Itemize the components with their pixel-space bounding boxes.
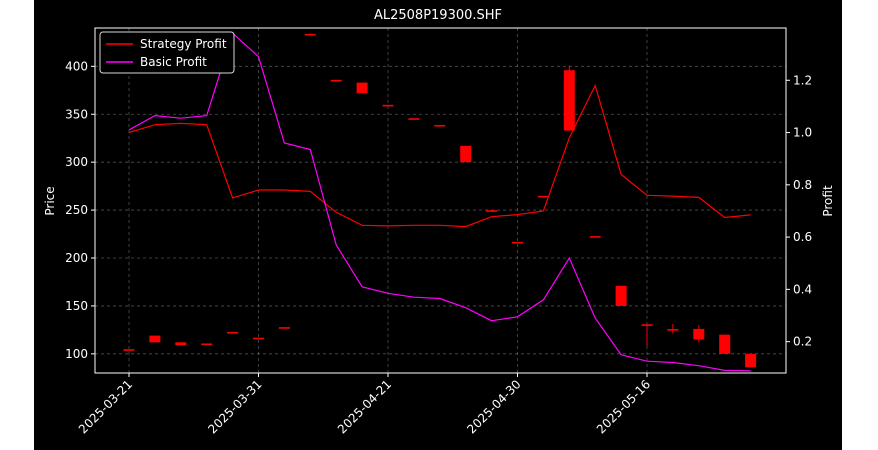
candle-body bbox=[589, 236, 601, 238]
candle-body bbox=[667, 329, 679, 331]
candle-body bbox=[745, 353, 757, 368]
y-right-tick-label: 0.6 bbox=[793, 230, 812, 244]
y-axis-right-label: Profit bbox=[821, 185, 835, 217]
candle-body bbox=[382, 104, 394, 107]
legend-box bbox=[99, 31, 235, 74]
candle-body bbox=[330, 79, 342, 82]
y-right-tick-label: 0.2 bbox=[793, 335, 812, 349]
series-line-basic-profit bbox=[128, 32, 751, 372]
candle-body bbox=[641, 324, 653, 326]
chart-title: AL2508P19300.SHF bbox=[374, 8, 502, 23]
candle-body bbox=[201, 343, 213, 346]
x-tick-label: 2025-05-16 bbox=[594, 377, 653, 436]
candle-body bbox=[537, 195, 549, 198]
axes-layer: 100 150 200 250 300 350 400 0.2 0.4 0.6 0.8 1.0 1.2 2… bbox=[65, 27, 812, 436]
candle-body bbox=[278, 327, 290, 329]
candle-body bbox=[615, 285, 627, 306]
candle-body bbox=[693, 328, 705, 340]
candle-body bbox=[434, 124, 446, 127]
y-left-tick-label: 150 bbox=[65, 299, 88, 313]
x-tick-label: 2025-03-21 bbox=[76, 377, 135, 436]
candle-body bbox=[512, 241, 523, 244]
candle-body bbox=[356, 82, 368, 94]
chart-canvas: 100 150 200 250 300 350 400 0.2 0.4 0.6 0.8 1.0 1.2 2… bbox=[43, 8, 835, 436]
y-left-tick-label: 350 bbox=[65, 107, 88, 121]
y-left-tick-label: 400 bbox=[65, 59, 88, 73]
x-tick-label: 2025-04-21 bbox=[335, 377, 394, 436]
candle-layer bbox=[123, 33, 757, 368]
y-left-tick-label: 250 bbox=[65, 203, 88, 217]
chart-figure: 100 150 200 250 300 350 400 0.2 0.4 0.6 0.8 1.0 1.2 2… bbox=[34, 0, 842, 450]
candle-body bbox=[563, 70, 575, 131]
candle-body bbox=[460, 145, 472, 163]
candle-body bbox=[253, 337, 264, 340]
candle-body bbox=[149, 335, 161, 343]
y-right-tick-label: 1.2 bbox=[793, 73, 812, 87]
y-left-tick-label: 100 bbox=[65, 347, 88, 361]
legend-strategy-profit-label: Strategy Profit bbox=[140, 37, 227, 51]
legend-basic-profit-label: Basic Profit bbox=[140, 55, 207, 69]
legend: Strategy Profit Basic Profit bbox=[99, 31, 235, 74]
candle-body bbox=[486, 210, 498, 212]
x-tick-label: 2025-04-30 bbox=[464, 377, 523, 436]
y-left-tick-label: 200 bbox=[65, 251, 88, 265]
y-right-tick-label: 1.0 bbox=[793, 126, 812, 140]
candle-body bbox=[175, 342, 187, 346]
y-right-tick-label: 0.4 bbox=[793, 282, 812, 296]
grid-layer bbox=[95, 28, 786, 373]
line-layer bbox=[128, 32, 751, 372]
candle-body bbox=[719, 334, 731, 354]
plot-frame bbox=[94, 27, 787, 374]
y-right-tick-label: 0.8 bbox=[793, 178, 812, 192]
x-tick-label: 2025-03-31 bbox=[205, 377, 264, 436]
candle-body bbox=[123, 349, 135, 351]
y-axis-left-label: Price bbox=[43, 186, 57, 215]
candle-body bbox=[227, 331, 239, 334]
candle-body bbox=[304, 33, 316, 36]
y-left-tick-label: 300 bbox=[65, 155, 88, 169]
candle-body bbox=[408, 118, 420, 120]
series-line-strategy-profit bbox=[128, 83, 751, 228]
